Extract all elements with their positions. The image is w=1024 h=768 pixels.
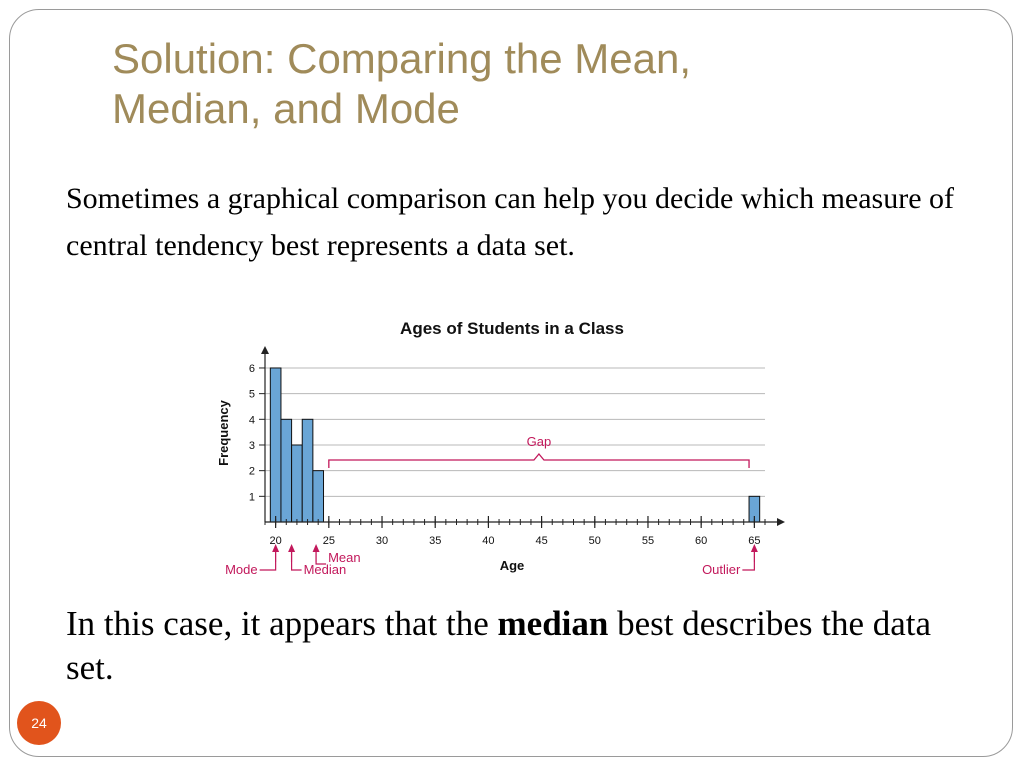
conclusion-lead: In this case, it appears that the bbox=[66, 604, 498, 643]
y-tick-label-5: 5 bbox=[249, 389, 255, 401]
x-tick-label-50: 50 bbox=[589, 535, 601, 547]
gap-brace bbox=[328, 452, 750, 468]
mean-arrow-head bbox=[312, 544, 320, 552]
page-number: 24 bbox=[31, 715, 47, 731]
median-leader bbox=[290, 562, 302, 571]
median-arrow-head bbox=[288, 544, 296, 552]
bar-age-24 bbox=[312, 470, 325, 523]
outlier-arrow-head bbox=[750, 544, 758, 552]
y-tick-label-6: 6 bbox=[249, 363, 255, 375]
slide-frame bbox=[9, 9, 1013, 757]
conclusion-emphasis: median bbox=[497, 604, 609, 643]
y-tick-label-2: 2 bbox=[249, 466, 255, 478]
chart-title: Ages of Students in a Class bbox=[400, 319, 624, 338]
x-axis-label: Age bbox=[500, 558, 525, 573]
y-axis-label: Frequency bbox=[216, 399, 231, 466]
x-tick-label-35: 35 bbox=[429, 535, 441, 547]
conclusion-tail: best describes the data set. bbox=[66, 604, 932, 687]
x-tick-label-65: 65 bbox=[748, 535, 760, 547]
outlier-label: Outlier bbox=[702, 562, 741, 577]
median-label: Median bbox=[304, 562, 347, 577]
x-tick-label-60: 60 bbox=[695, 535, 707, 547]
conclusion-text: In this case, it appears that the median… bbox=[66, 602, 946, 690]
mean-leader bbox=[315, 562, 327, 565]
mean-label: Mean bbox=[328, 550, 361, 565]
bar-age-20 bbox=[269, 367, 282, 523]
x-tick-label-20: 20 bbox=[270, 535, 282, 547]
gap-label: Gap bbox=[527, 434, 552, 449]
y-tick-label-3: 3 bbox=[249, 440, 255, 452]
outlier-leader bbox=[742, 562, 755, 571]
y-tick-label-1: 1 bbox=[249, 491, 255, 503]
intro-text: Sometimes a graphical comparison can hel… bbox=[66, 182, 955, 262]
x-tick-label-30: 30 bbox=[376, 535, 388, 547]
x-axis-arrow bbox=[777, 518, 785, 526]
x-tick-label-45: 45 bbox=[535, 535, 547, 547]
x-tick-label-40: 40 bbox=[482, 535, 494, 547]
page-number-badge: 24 bbox=[17, 701, 61, 745]
chart-svg: Ages of Students in a Class Frequency Ag… bbox=[216, 319, 785, 577]
mode-leader bbox=[259, 562, 277, 571]
mode-label: Mode bbox=[225, 562, 258, 577]
mode-arrow-head bbox=[272, 544, 280, 552]
slide-title: Solution: Comparing the Mean, Median, an… bbox=[112, 35, 691, 132]
x-tick-label-55: 55 bbox=[642, 535, 654, 547]
bar-age-23 bbox=[301, 418, 314, 523]
bar-age-22 bbox=[291, 444, 303, 523]
y-tick-label-4: 4 bbox=[249, 414, 255, 426]
y-axis-arrow bbox=[261, 346, 269, 354]
bar-age-21 bbox=[280, 418, 293, 523]
x-tick-label-25: 25 bbox=[323, 535, 335, 547]
ages-histogram: Ages of Students in a Class Frequency Ag… bbox=[205, 308, 785, 588]
